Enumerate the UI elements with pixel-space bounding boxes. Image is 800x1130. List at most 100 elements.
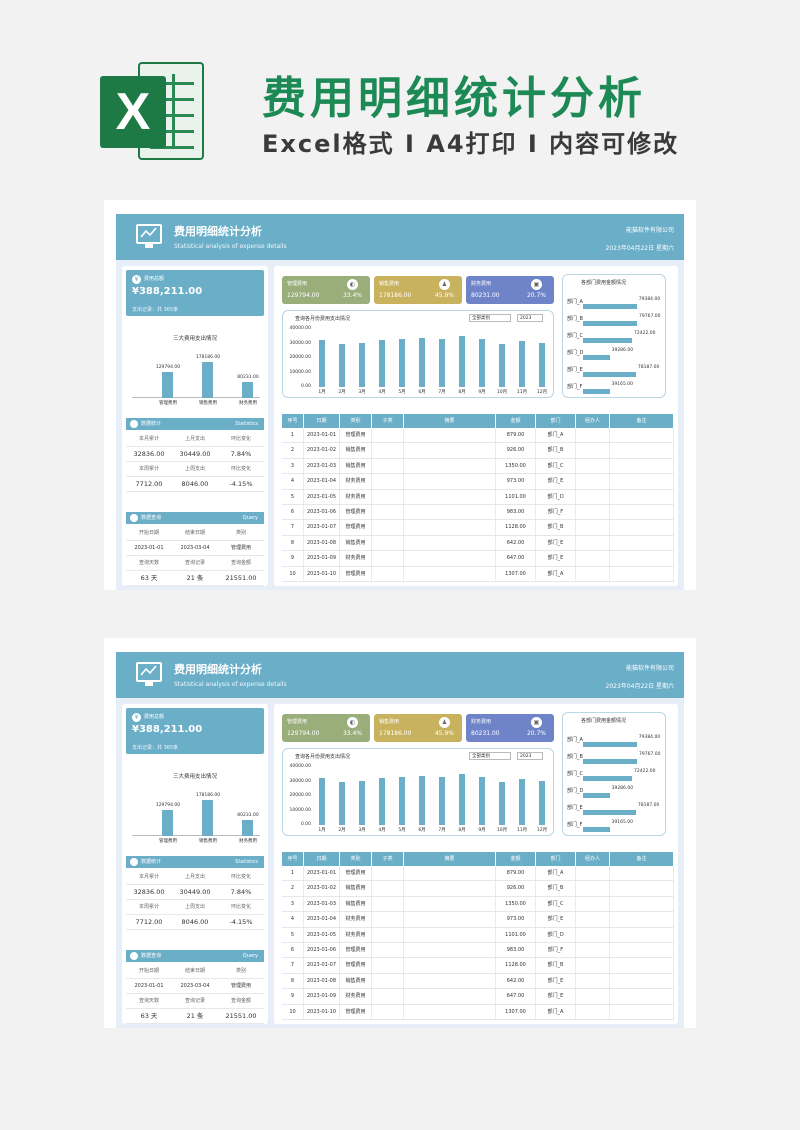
table-cell[interactable]: 2023-01-04	[304, 474, 340, 489]
table-cell[interactable]: 647.00	[496, 989, 536, 1004]
table-cell[interactable]: 财务费用	[340, 989, 372, 1004]
column-header[interactable]: 金额	[496, 414, 536, 428]
table-cell[interactable]: 2023-01-07	[304, 520, 340, 535]
table-cell[interactable]	[404, 927, 496, 942]
table-cell[interactable]: 2023-01-02	[304, 443, 340, 458]
table-cell[interactable]	[372, 474, 404, 489]
table-cell[interactable]	[372, 973, 404, 989]
table-row[interactable]: 6 2023-01-06 管理费用 983.00 部门_F	[282, 504, 674, 521]
column-header[interactable]: 备注	[610, 414, 674, 428]
table-cell[interactable]: 7	[282, 520, 304, 535]
table-cell[interactable]	[610, 958, 674, 973]
table-cell[interactable]: 2023-01-09	[304, 989, 340, 1004]
table-row[interactable]: 7 2023-01-07 管理费用 1128.00 部门_B	[282, 520, 674, 536]
table-row[interactable]: 9 2023-01-09 财务费用 647.00 部门_E	[282, 551, 674, 567]
table-cell[interactable]	[576, 896, 610, 912]
table-cell[interactable]: 1128.00	[496, 958, 536, 973]
table-cell[interactable]	[404, 535, 496, 551]
table-cell[interactable]: 6	[282, 504, 304, 520]
table-cell[interactable]: 2023-01-07	[304, 958, 340, 973]
table-cell[interactable]	[372, 881, 404, 896]
table-cell[interactable]: 1350.00	[496, 896, 536, 912]
table-cell[interactable]: 5	[282, 489, 304, 504]
table-cell[interactable]: 3	[282, 896, 304, 912]
table-cell[interactable]	[404, 458, 496, 474]
table-cell[interactable]	[610, 504, 674, 520]
table-cell[interactable]	[404, 489, 496, 504]
table-cell[interactable]	[610, 927, 674, 942]
table-cell[interactable]: 983.00	[496, 504, 536, 520]
table-cell[interactable]	[576, 551, 610, 566]
table-cell[interactable]	[610, 520, 674, 535]
table-cell[interactable]: 9	[282, 989, 304, 1004]
table-row[interactable]: 6 2023-01-06 管理费用 983.00 部门_F	[282, 942, 674, 959]
table-cell[interactable]: 管理费用	[340, 866, 372, 881]
column-header[interactable]: 子类	[372, 414, 404, 428]
table-cell[interactable]	[372, 942, 404, 958]
table-cell[interactable]	[372, 489, 404, 504]
table-cell[interactable]	[372, 458, 404, 474]
table-cell[interactable]: 部门_E	[536, 474, 576, 489]
table-cell[interactable]	[404, 551, 496, 566]
table-row[interactable]: 5 2023-01-05 财务费用 1101.00 部门_D	[282, 489, 674, 505]
table-cell[interactable]: 2023-01-06	[304, 504, 340, 520]
table-cell[interactable]	[404, 520, 496, 535]
table-cell[interactable]: 1307.00	[496, 1004, 536, 1019]
table-cell[interactable]: 2023-01-10	[304, 566, 340, 581]
table-cell[interactable]	[372, 443, 404, 458]
table-cell[interactable]: 部门_A	[536, 566, 576, 581]
table-cell[interactable]	[372, 896, 404, 912]
table-cell[interactable]	[372, 551, 404, 566]
table-cell[interactable]	[610, 551, 674, 566]
column-header[interactable]: 摘要	[404, 852, 496, 866]
table-cell[interactable]	[404, 428, 496, 443]
table-row[interactable]: 3 2023-01-03 销售费用 1350.00 部门_C	[282, 896, 674, 913]
table-row[interactable]: 7 2023-01-07 管理费用 1128.00 部门_B	[282, 958, 674, 974]
table-cell[interactable]: 财务费用	[340, 489, 372, 504]
table-cell[interactable]	[576, 989, 610, 1004]
table-cell[interactable]: 2	[282, 443, 304, 458]
table-cell[interactable]: 2023-01-08	[304, 973, 340, 989]
table-row[interactable]: 8 2023-01-08 销售费用 642.00 部门_E	[282, 973, 674, 990]
table-cell[interactable]	[372, 927, 404, 942]
table-cell[interactable]: 5	[282, 927, 304, 942]
query-start-date[interactable]: 2023-01-01	[134, 545, 164, 551]
table-cell[interactable]: 10	[282, 1004, 304, 1019]
table-cell[interactable]: 销售费用	[340, 443, 372, 458]
table-cell[interactable]: 983.00	[496, 942, 536, 958]
table-cell[interactable]: 部门_E	[536, 535, 576, 551]
column-header[interactable]: 经办人	[576, 852, 610, 866]
table-cell[interactable]: 2023-01-10	[304, 1004, 340, 1019]
table-cell[interactable]	[404, 443, 496, 458]
table-cell[interactable]: 9	[282, 551, 304, 566]
table-cell[interactable]	[576, 927, 610, 942]
column-header[interactable]: 日期	[304, 852, 340, 866]
table-cell[interactable]	[610, 881, 674, 896]
table-cell[interactable]: 879.00	[496, 866, 536, 881]
table-cell[interactable]: 1	[282, 428, 304, 443]
table-cell[interactable]: 2023-01-03	[304, 458, 340, 474]
table-cell[interactable]: 销售费用	[340, 973, 372, 989]
table-cell[interactable]: 6	[282, 942, 304, 958]
table-cell[interactable]	[404, 912, 496, 927]
table-cell[interactable]	[404, 866, 496, 881]
table-cell[interactable]	[404, 474, 496, 489]
table-cell[interactable]: 973.00	[496, 474, 536, 489]
column-header[interactable]: 子类	[372, 852, 404, 866]
table-cell[interactable]	[576, 520, 610, 535]
table-cell[interactable]	[372, 504, 404, 520]
table-cell[interactable]: 部门_A	[536, 1004, 576, 1019]
table-cell[interactable]: 2023-01-09	[304, 551, 340, 566]
table-cell[interactable]	[404, 566, 496, 581]
table-cell[interactable]	[372, 958, 404, 973]
table-cell[interactable]: 部门_B	[536, 520, 576, 535]
table-cell[interactable]: 4	[282, 474, 304, 489]
table-cell[interactable]	[576, 881, 610, 896]
table-cell[interactable]: 1307.00	[496, 566, 536, 581]
table-cell[interactable]	[576, 1004, 610, 1019]
table-cell[interactable]: 2023-01-05	[304, 489, 340, 504]
table-cell[interactable]: 642.00	[496, 973, 536, 989]
table-cell[interactable]: 2023-01-02	[304, 881, 340, 896]
table-cell[interactable]: 管理费用	[340, 520, 372, 535]
table-cell[interactable]	[610, 474, 674, 489]
